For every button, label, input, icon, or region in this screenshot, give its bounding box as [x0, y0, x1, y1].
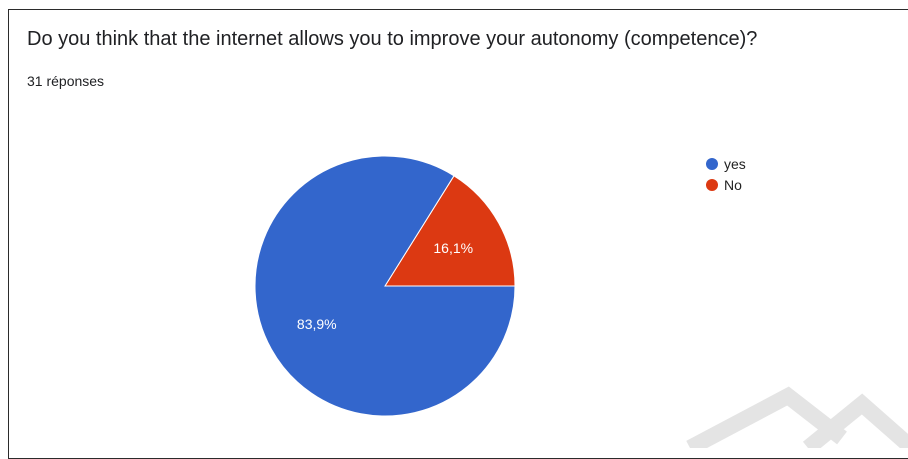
- legend-item-yes[interactable]: yes: [706, 153, 746, 174]
- chart-title: Do you think that the internet allows yo…: [27, 28, 758, 50]
- slice-no[interactable]: [384, 175, 516, 287]
- legend-item-no[interactable]: No: [706, 174, 746, 195]
- legend: yes No: [706, 153, 746, 195]
- response-count: 31 réponses: [27, 73, 105, 89]
- legend-swatch-yes: [706, 157, 718, 170]
- slice-yes[interactable]: [254, 155, 516, 417]
- pie-chart: 16,1% 83,9%: [254, 155, 516, 417]
- slice-label-yes: 83,9%: [297, 316, 337, 332]
- legend-label-no: No: [724, 176, 742, 193]
- legend-swatch-no: [706, 178, 718, 191]
- legend-label-yes: yes: [724, 155, 746, 172]
- slice-label-no: 16,1%: [433, 240, 473, 256]
